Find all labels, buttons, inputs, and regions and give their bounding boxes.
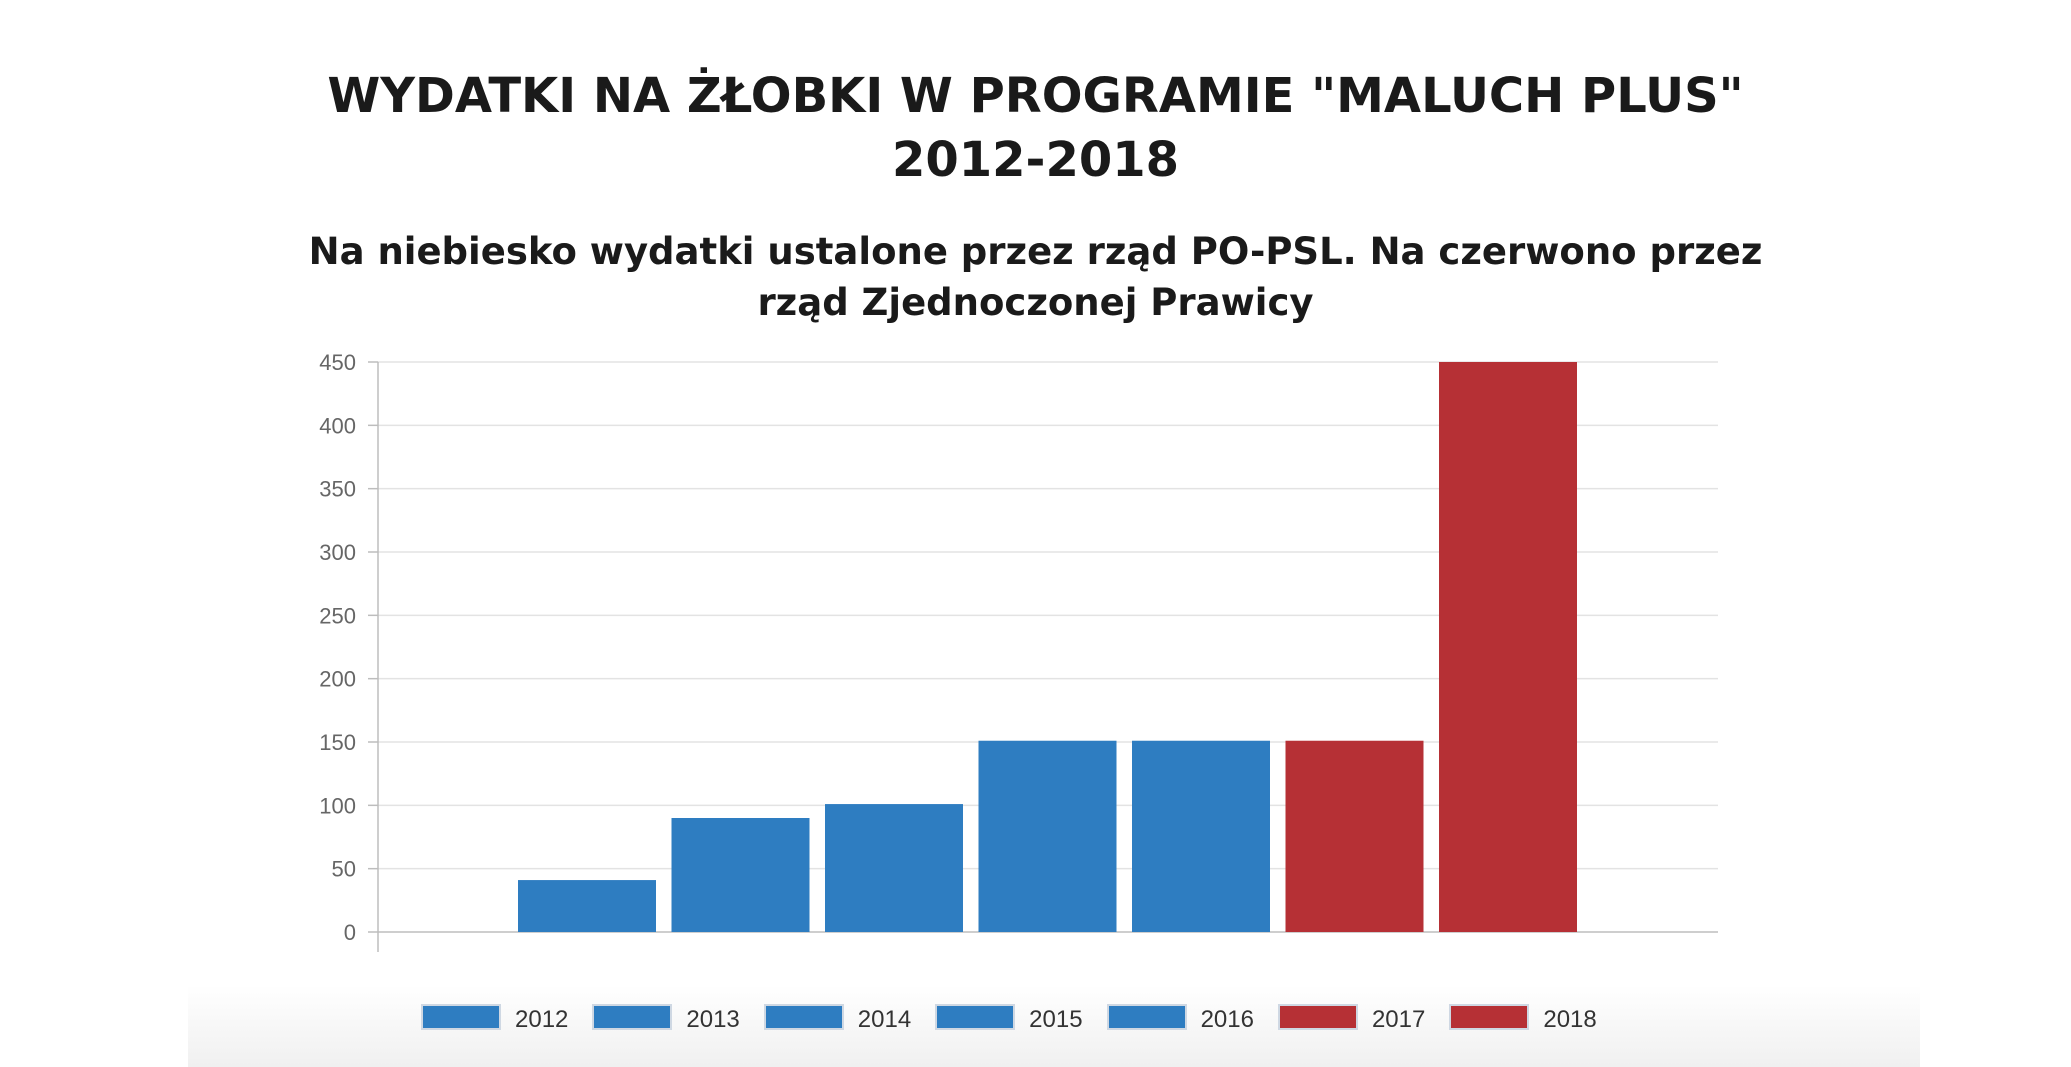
y-tick-label: 0	[344, 920, 356, 945]
legend-swatch	[1449, 1004, 1530, 1030]
chart-title: WYDATKI NA ŻŁOBKI W PROGRAMIE "MALUCH PL…	[327, 68, 1744, 124]
y-tick-label: 400	[319, 413, 356, 438]
legend-item-2012[interactable]: 2012	[421, 1000, 568, 1034]
bar-2015	[978, 740, 1117, 932]
y-tick-label: 450	[319, 350, 356, 375]
legend-item-2013[interactable]: 2013	[592, 1000, 740, 1034]
legend-label: 2017	[1371, 1006, 1426, 1033]
legend-item-2018[interactable]: 2018	[1449, 1000, 1597, 1034]
bar-2013	[671, 818, 810, 932]
legend-item-2017[interactable]: 2017	[1277, 1000, 1426, 1034]
legend-item-2016[interactable]: 2016	[1106, 1000, 1254, 1034]
y-tick-label: 300	[319, 540, 356, 565]
legend-label: 2015	[1029, 1006, 1083, 1033]
bar-2014	[825, 804, 963, 932]
legend-label: 2013	[686, 1006, 740, 1033]
legend-swatch	[1277, 1004, 1358, 1030]
chart-legend: 2012 2013 2014 2015 2016 2017 2018	[421, 1000, 1597, 1034]
legend-label: 2018	[1543, 1006, 1597, 1033]
y-tick-label: 100	[319, 793, 356, 818]
legend-swatch	[935, 1004, 1016, 1030]
y-tick-label: 50	[332, 857, 356, 882]
y-tick-label: 250	[319, 603, 356, 628]
y-tick-label: 150	[319, 730, 356, 755]
bar-2018	[1439, 362, 1577, 932]
chart-subtitle: Na niebiesko wydatki ustalone przez rząd…	[308, 230, 1763, 324]
legend-swatch	[763, 1004, 844, 1030]
legend-swatch	[1106, 1004, 1187, 1030]
bar-2016	[1132, 740, 1270, 932]
legend-item-2015[interactable]: 2015	[935, 1000, 1083, 1034]
y-tick-label: 200	[319, 667, 356, 692]
bar-2012	[518, 880, 656, 932]
bar-2017	[1285, 740, 1424, 932]
chart-title-years: 2012-2018	[891, 132, 1180, 188]
legend-label: 2012	[515, 1006, 569, 1033]
legend-swatch	[592, 1004, 673, 1030]
legend-swatch	[421, 1004, 501, 1030]
legend-label: 2016	[1200, 1006, 1254, 1033]
legend-label: 2014	[857, 1006, 912, 1033]
legend-item-2014[interactable]: 2014	[763, 1000, 912, 1034]
y-tick-label: 350	[319, 477, 356, 502]
